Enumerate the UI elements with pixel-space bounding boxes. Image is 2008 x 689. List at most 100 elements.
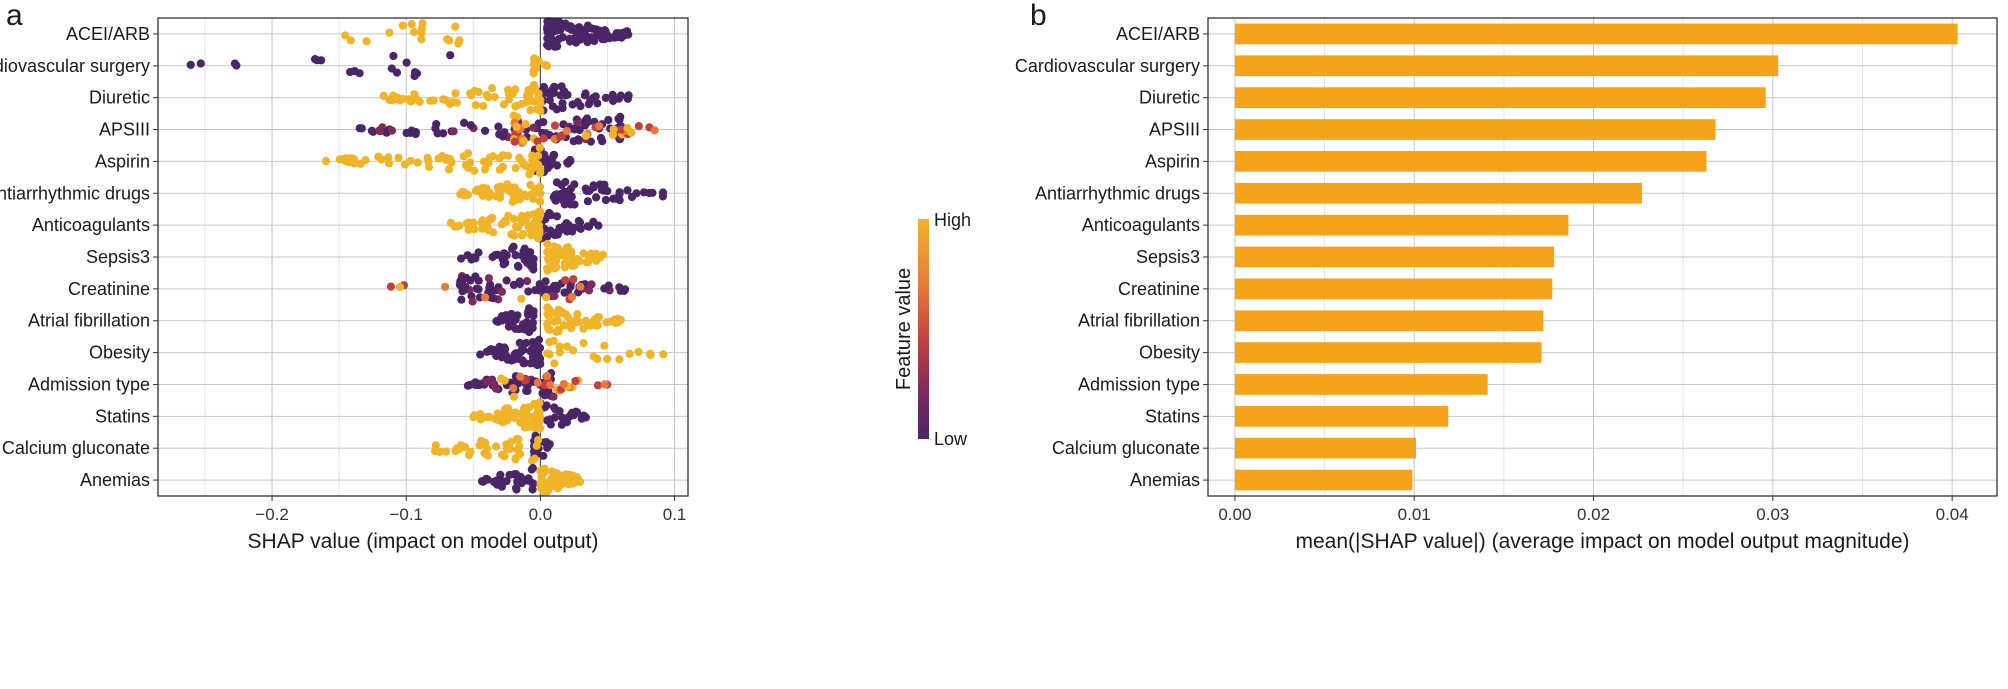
shap-point [500,452,509,461]
shap-point [569,275,578,284]
shap-point [484,226,493,235]
bar [1234,437,1416,459]
panel-a-x-axis-title: SHAP value (impact on model output) [248,530,599,553]
bar [1234,87,1766,108]
shap-point [505,444,514,453]
shap-point [526,106,535,115]
panel-b-feature-label: Anemias [1130,470,1200,490]
shap-point [523,277,532,286]
shap-point [362,37,371,46]
shap-point [648,188,657,197]
panel-a-feature-label: Anticoagulants [32,215,150,235]
panel-b-xtick-label: 0.02 [1577,505,1610,524]
shap-point [434,154,443,163]
shap-point [514,223,523,232]
shap-point [502,276,511,285]
shap-point [594,312,604,322]
shap-point [550,121,560,130]
panel-b-x-axis-title: mean(|SHAP value|) (average impact on mo… [1295,530,1909,553]
shap-point [550,359,559,368]
panel-b-xtick-label: 0.00 [1218,505,1251,524]
shap-point [552,476,561,485]
shap-point [573,34,582,43]
panel-b-feature-label: Atrial fibrillation [1078,311,1200,331]
shap-point [565,187,574,196]
legend-low-label: Low [934,429,968,449]
shap-point [503,416,512,425]
shap-point [369,127,378,136]
panel-b-xtick-label: 0.01 [1398,505,1431,524]
panel-b-feature-label: Anticoagulants [1082,215,1200,235]
shap-point [386,282,395,291]
shap-point [543,232,552,241]
shap-point [517,474,526,484]
shap-point [498,162,507,171]
shap-point [609,194,618,203]
panel-a-feature-label: Antiarrhythmic drugs [0,183,150,203]
shap-point [497,312,506,321]
shap-point [579,339,588,348]
shap-point [398,21,407,30]
shap-point [444,165,454,174]
shap-point [499,349,508,358]
shap-point [560,87,569,96]
shap-point [543,371,552,381]
shap-point [573,310,582,319]
shap-point [474,285,483,294]
shap-point [560,288,569,297]
shap-point [413,158,422,167]
panel-a-feature-label: Cardiovascular surgery [0,56,150,76]
shap-point [535,280,544,289]
shap-point [553,161,562,170]
panel-b-feature-label: Diuretic [1139,88,1200,108]
shap-point [409,27,419,37]
shap-point [486,214,495,223]
bar [1234,246,1555,268]
shap-point [616,112,625,121]
shap-point [593,354,602,363]
shap-point [552,285,561,294]
shap-point [532,225,541,234]
shap-point [603,354,612,364]
shap-point [451,89,460,98]
shap-point [410,71,419,81]
shap-point [406,156,415,165]
shap-point [431,441,440,450]
shap-point [374,152,383,161]
shap-point [615,355,624,364]
panel-b-feature-label: Sepsis3 [1136,247,1200,267]
shap-point [517,231,527,240]
shap-point [600,284,609,293]
shap-point [481,126,490,135]
shap-point [507,244,517,253]
shap-point [518,344,527,353]
panel-b-feature-label: Statins [1145,406,1200,426]
shap-point [576,102,585,111]
bar [1234,151,1707,172]
shap-point [479,101,488,110]
shap-point [463,190,473,199]
shap-point [518,416,528,425]
shap-point [471,101,480,110]
panel-b-x-ticks: 0.00 0.01 0.02 0.03 0.04 [1218,496,1969,524]
shap-point [623,93,632,102]
shap-point [519,136,528,145]
shap-point [589,217,598,226]
shap-point [567,320,576,329]
panel-b-feature-label: Aspirin [1145,151,1200,171]
shap-point [558,33,567,42]
shap-point [417,35,426,44]
shap-point [483,412,492,422]
shap-point [615,196,624,205]
shap-point [534,91,543,100]
panel-b-xtick-label: 0.03 [1756,505,1789,524]
shap-point [536,197,545,206]
shap-point [592,193,601,202]
shap-point [608,130,617,139]
shap-point [321,157,331,166]
shap-point [590,36,599,46]
shap-point [470,166,479,175]
shap-point [547,34,556,43]
shap-point [616,125,626,134]
shap-point [595,122,604,131]
